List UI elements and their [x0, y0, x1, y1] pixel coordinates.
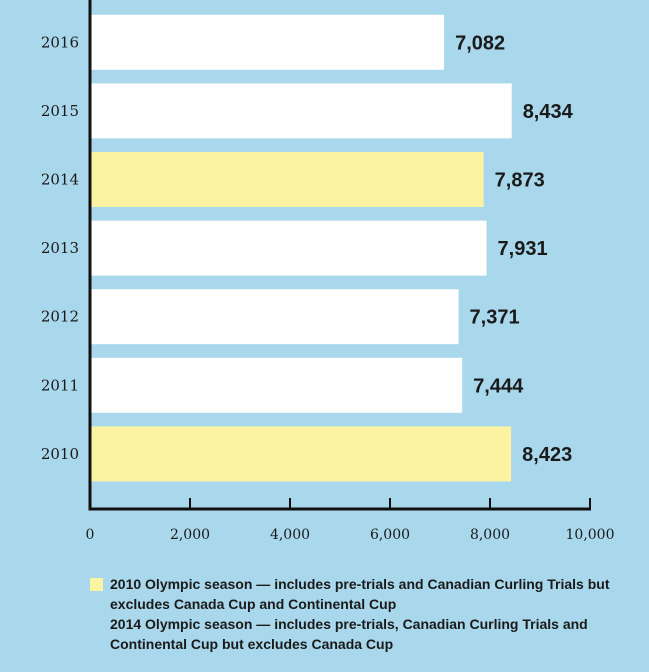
value-label-2015: 8,434	[523, 101, 574, 123]
value-labels-group: 7,082 8,434 7,873 7,931 7,371 7,444 8,423	[455, 32, 574, 466]
note-2010: 2010 Olympic season — includes pre-trial…	[110, 576, 610, 612]
value-label-2016: 7,082	[455, 32, 505, 54]
bar-2011	[90, 357, 463, 413]
value-label-2013: 7,931	[498, 238, 548, 260]
x-tick-label-8000: 8,000	[470, 527, 510, 543]
legend-swatch	[90, 578, 103, 591]
category-label-2015: 2015	[41, 102, 79, 120]
x-tick-label-4000: 4,000	[270, 527, 310, 543]
value-label-2014: 7,873	[495, 170, 545, 192]
category-label-2011: 2011	[41, 376, 79, 394]
category-label-2013: 2013	[41, 239, 79, 257]
x-tick-label-6000: 6,000	[370, 527, 410, 543]
value-label-2012: 7,371	[470, 307, 520, 329]
legend-note-2014: 2014 Olympic season — includes pre-trial…	[90, 614, 645, 654]
chart-notes: 2010 Olympic season — includes pre-trial…	[90, 574, 645, 654]
x-tick-label-10000: 10,000	[566, 527, 615, 543]
bar-2010	[90, 426, 512, 482]
x-axis: 0 2,000 4,000 6,000 8,000 10,000	[86, 0, 615, 543]
bar-2013	[90, 220, 487, 276]
category-labels-group: 2016 2015 2014 2013 2012 2011 2010	[41, 33, 79, 463]
x-tick-label-2000: 2,000	[170, 527, 210, 543]
bar-2014	[90, 152, 484, 207]
x-tick-label-0: 0	[86, 527, 95, 543]
bars-group	[90, 14, 512, 482]
bar-2015	[90, 83, 512, 139]
value-label-2010: 8,423	[522, 444, 572, 466]
category-label-2016: 2016	[41, 33, 79, 51]
bar-chart: 7,082 8,434 7,873 7,931 7,371 7,444 8,423 2016…	[41, 0, 615, 543]
bar-2016	[90, 14, 445, 70]
legend-note-highlight: 2010 Olympic season — includes pre-trial…	[90, 574, 645, 614]
category-label-2014: 2014	[41, 171, 79, 189]
category-label-2012: 2012	[41, 308, 79, 326]
category-label-2010: 2010	[41, 445, 79, 463]
bar-2012	[90, 289, 459, 345]
note-2014: 2014 Olympic season — includes pre-trial…	[110, 616, 588, 652]
value-label-2011: 7,444	[473, 375, 524, 397]
